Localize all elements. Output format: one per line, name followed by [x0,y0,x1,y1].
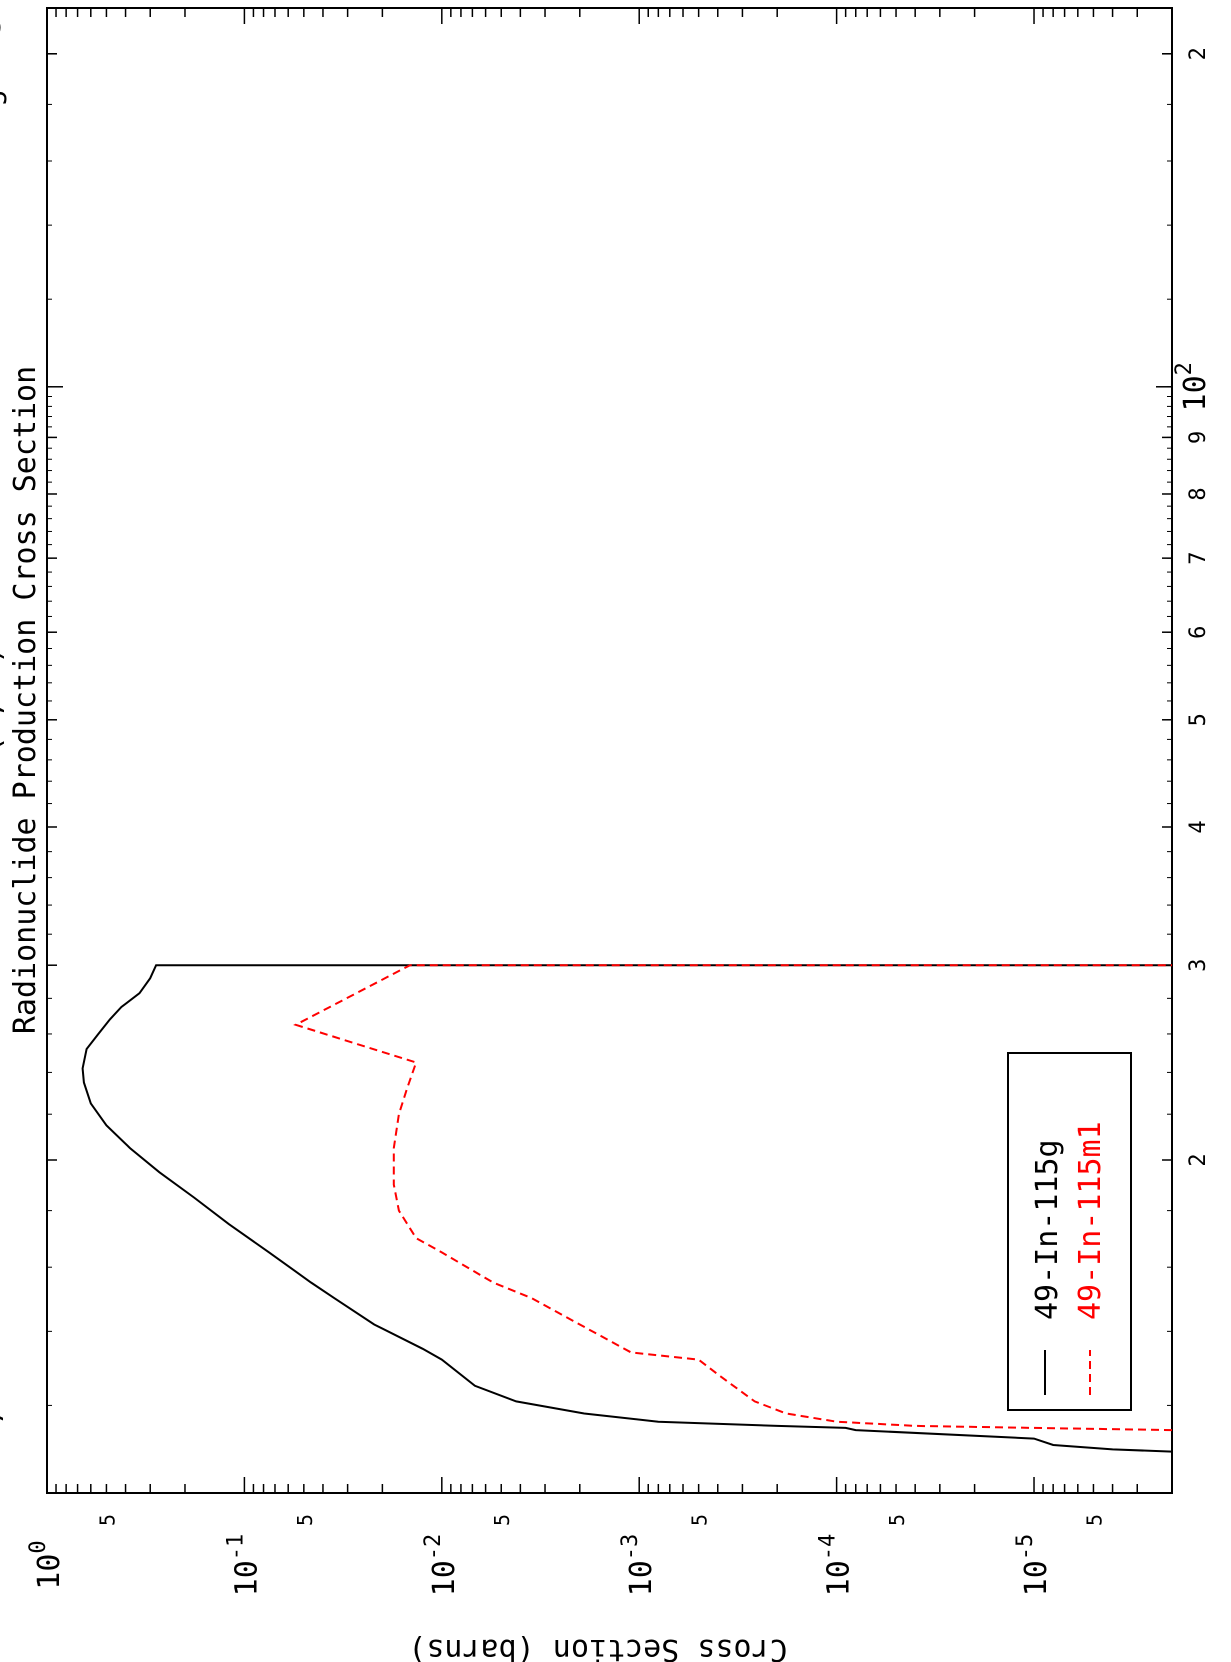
ylabel-group: Cross Section (barns) [408,1632,787,1662]
x-tick-label: 8 [1186,487,1211,500]
top-right-label-group: Fig 115 [0,17,8,143]
y-tick-exponent: -5 [1013,1534,1038,1561]
x-tick-label: 5 [1186,713,1211,726]
chart-title: Radionuclide Production Cross Section [8,366,43,1034]
x-tick-label-group: 2 [1186,1153,1211,1166]
legend-label-in115m1-group: 49-In-115m1 [1073,1121,1108,1320]
x-tick-label-group: 2 [1186,47,1211,60]
y-minor-label-group: 5 [885,1514,909,1526]
x-tick-label: 9 [1186,431,1211,444]
y-tick-exponent: -1 [223,1534,248,1561]
y-minor-label: 5 [490,1514,514,1526]
x-tick-label: 7 [1186,552,1211,565]
x-tick-label-group: 8 [1186,487,1211,500]
x-tick-label-group: 7 [1186,552,1211,565]
top-left-label-group: ENDF/B [0,1386,8,1494]
y-minor-label: 5 [885,1514,909,1526]
x-tick-label: 3 [1186,959,1211,972]
legend-box [1008,1053,1131,1410]
x-tick-exponent: 2 [1172,362,1197,375]
legend-label-in115m1: 49-In-115m1 [1073,1121,1108,1320]
y-minor-label: 5 [688,1514,712,1526]
reaction-label: (n,nn) [0,646,8,754]
y-tick-exponent: -4 [816,1534,841,1561]
y-tick-exponent: 0 [26,1540,51,1553]
legend-label-in115g-group: 49-In-115g [1030,1139,1065,1320]
x-tick-label: 2 [1186,47,1211,60]
x-tick-label: 2 [1186,1153,1211,1166]
x-tick-label-group: 4 [1186,820,1211,833]
top-left-label: ENDF/B [0,1386,8,1494]
x-tick-label-group: 6 [1186,626,1211,639]
legend: 49-In-115g 49-In-115m1 [1008,1053,1131,1410]
y-tick-exponent: -3 [618,1534,643,1561]
x-tick-label-group: 9 [1186,431,1211,444]
top-right-label: Fig 115 [0,17,8,143]
legend-label-in115g: 49-In-115g [1030,1139,1065,1320]
y-minor-label: 5 [293,1514,317,1526]
y-minor-label: 5 [95,1514,119,1526]
title-group: Radionuclide Production Cross Section [8,366,43,1034]
x-tick-label: 6 [1186,626,1211,639]
y-minor-label: 5 [1082,1514,1106,1526]
y-minor-label-group: 5 [1082,1514,1106,1526]
y-minor-label-group: 5 [688,1514,712,1526]
x-tick-label: 4 [1186,820,1211,833]
reaction-label-group: (n,nn) [0,646,8,754]
y-minor-label-group: 5 [490,1514,514,1526]
y-tick-exponent: -2 [421,1534,446,1561]
y-minor-label-group: 5 [293,1514,317,1526]
y-minor-label-group: 5 [95,1514,119,1526]
y-axis-label: Cross Section (barns) [408,1632,787,1662]
x-tick-label-group: 5 [1186,713,1211,726]
x-tick-label-group: 3 [1186,959,1211,972]
